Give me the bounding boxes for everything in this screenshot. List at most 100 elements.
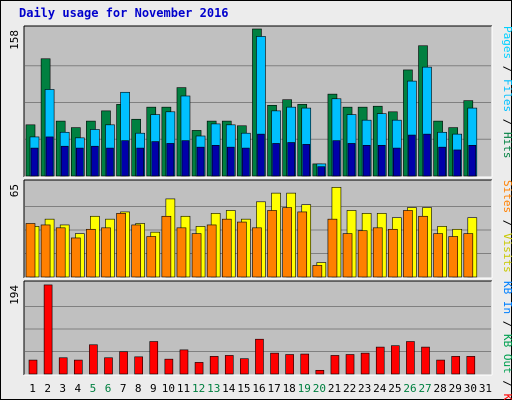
legend-bottom: KB In / KB Out / KB F bbox=[501, 281, 512, 400]
bar-pages bbox=[106, 147, 114, 177]
bar-kb-f bbox=[43, 284, 53, 375]
bar-pages bbox=[408, 134, 416, 177]
bar-pages bbox=[272, 143, 280, 177]
bar-sites bbox=[403, 210, 413, 278]
bar-kb-f bbox=[89, 344, 98, 375]
bar-kb-f bbox=[406, 341, 415, 375]
bar-kb-f bbox=[209, 356, 219, 375]
bar-sites bbox=[342, 233, 353, 278]
bar-kb-f bbox=[270, 352, 279, 375]
bar-sites bbox=[297, 211, 308, 278]
bar-pages bbox=[302, 144, 311, 177]
bar-kb-f bbox=[360, 352, 370, 375]
bar-kb-f bbox=[134, 356, 143, 375]
bar-pages bbox=[393, 147, 401, 177]
x-tick-label: 22 bbox=[343, 382, 356, 395]
bar-sites bbox=[146, 236, 157, 278]
bar-kb-f bbox=[300, 353, 310, 375]
x-tick-label: 11 bbox=[177, 382, 190, 395]
bar-sites bbox=[267, 210, 277, 278]
bar-pages bbox=[136, 147, 144, 177]
bar-kb-f bbox=[330, 355, 340, 375]
bar-kb-f bbox=[255, 338, 264, 375]
bar-kb-f bbox=[179, 349, 189, 375]
bar-pages bbox=[166, 143, 175, 177]
x-tick-label: 14 bbox=[222, 382, 236, 395]
bar-kb-f bbox=[451, 356, 461, 375]
bar-sites bbox=[448, 236, 459, 278]
bar-pages bbox=[151, 141, 160, 177]
x-tick-label: 29 bbox=[449, 382, 462, 395]
bar-pages bbox=[377, 144, 386, 177]
bar-pages bbox=[423, 133, 431, 177]
bar-pages bbox=[332, 140, 341, 177]
bar-sites bbox=[237, 221, 247, 278]
bar-kb-f bbox=[315, 369, 325, 375]
bar-kb-f bbox=[28, 359, 38, 375]
bar-kb-f bbox=[240, 358, 249, 375]
bar-sites bbox=[312, 265, 323, 278]
bar-pages bbox=[75, 147, 84, 177]
bar-pages bbox=[196, 146, 205, 177]
bar-sites bbox=[40, 224, 51, 278]
bar-sites bbox=[25, 223, 36, 278]
bar-sites bbox=[357, 230, 368, 278]
x-tick-label: 1 bbox=[29, 382, 36, 395]
bar-sites bbox=[372, 227, 383, 278]
bar-sites bbox=[418, 215, 428, 278]
x-tick-label: 4 bbox=[75, 382, 82, 395]
bar-pages bbox=[468, 144, 477, 177]
x-tick-label: 17 bbox=[267, 382, 280, 395]
bar-sites bbox=[161, 215, 172, 278]
bar-sites bbox=[86, 228, 96, 278]
x-tick-label: 30 bbox=[464, 382, 477, 395]
x-tick-label: 8 bbox=[135, 382, 142, 395]
bar-sites bbox=[282, 207, 292, 278]
bar-sites bbox=[388, 228, 398, 278]
x-tick-label: 10 bbox=[162, 382, 175, 395]
bar-kb-f bbox=[164, 358, 174, 375]
bar-sites bbox=[70, 237, 81, 278]
bar-pages bbox=[121, 140, 129, 177]
bar-sites bbox=[101, 227, 111, 278]
x-tick-label: 18 bbox=[283, 382, 296, 395]
bar-pages bbox=[211, 144, 220, 177]
bar-kb-f bbox=[58, 357, 68, 375]
x-tick-label: 12 bbox=[192, 382, 205, 395]
legend-middle: Sites / Visits bbox=[501, 180, 512, 273]
x-tick-label: 21 bbox=[328, 382, 341, 395]
chart-title: Daily usage for November 2016 bbox=[19, 6, 229, 20]
bar-kb-f bbox=[375, 346, 385, 375]
bar-pages bbox=[60, 145, 69, 177]
x-tick-label: 27 bbox=[418, 382, 431, 395]
bar-sites bbox=[55, 227, 66, 278]
x-tick-label: 23 bbox=[358, 382, 371, 395]
bar-kb-f bbox=[285, 354, 294, 375]
bar-pages bbox=[362, 144, 371, 177]
bar-kb-f bbox=[149, 341, 159, 375]
bar-kb-f bbox=[119, 351, 128, 375]
bar-sites bbox=[221, 218, 232, 278]
bar-pages bbox=[453, 149, 462, 177]
bar-kb-f bbox=[194, 362, 204, 375]
x-tick-label: 7 bbox=[120, 382, 127, 395]
x-tick-label: 24 bbox=[373, 382, 387, 395]
x-tick-label: 9 bbox=[150, 382, 157, 395]
x-tick-label: 2 bbox=[44, 382, 51, 395]
ymax-label-top: 158 bbox=[8, 30, 21, 50]
bar-pages bbox=[45, 136, 54, 177]
bar-sites bbox=[206, 224, 217, 278]
bar-kb-f bbox=[436, 359, 445, 375]
bar-kb-f bbox=[421, 346, 430, 375]
bar-pages bbox=[347, 143, 356, 177]
bar-sites bbox=[433, 233, 443, 278]
bar-pages bbox=[287, 142, 295, 177]
bar-kb-f bbox=[345, 354, 355, 375]
bar-pages bbox=[181, 140, 190, 177]
bar-kb-f bbox=[104, 357, 113, 375]
ymax-label-bottom: 194 bbox=[8, 285, 21, 305]
x-tick-label: 19 bbox=[298, 382, 311, 395]
bar-kb-f bbox=[73, 359, 83, 375]
